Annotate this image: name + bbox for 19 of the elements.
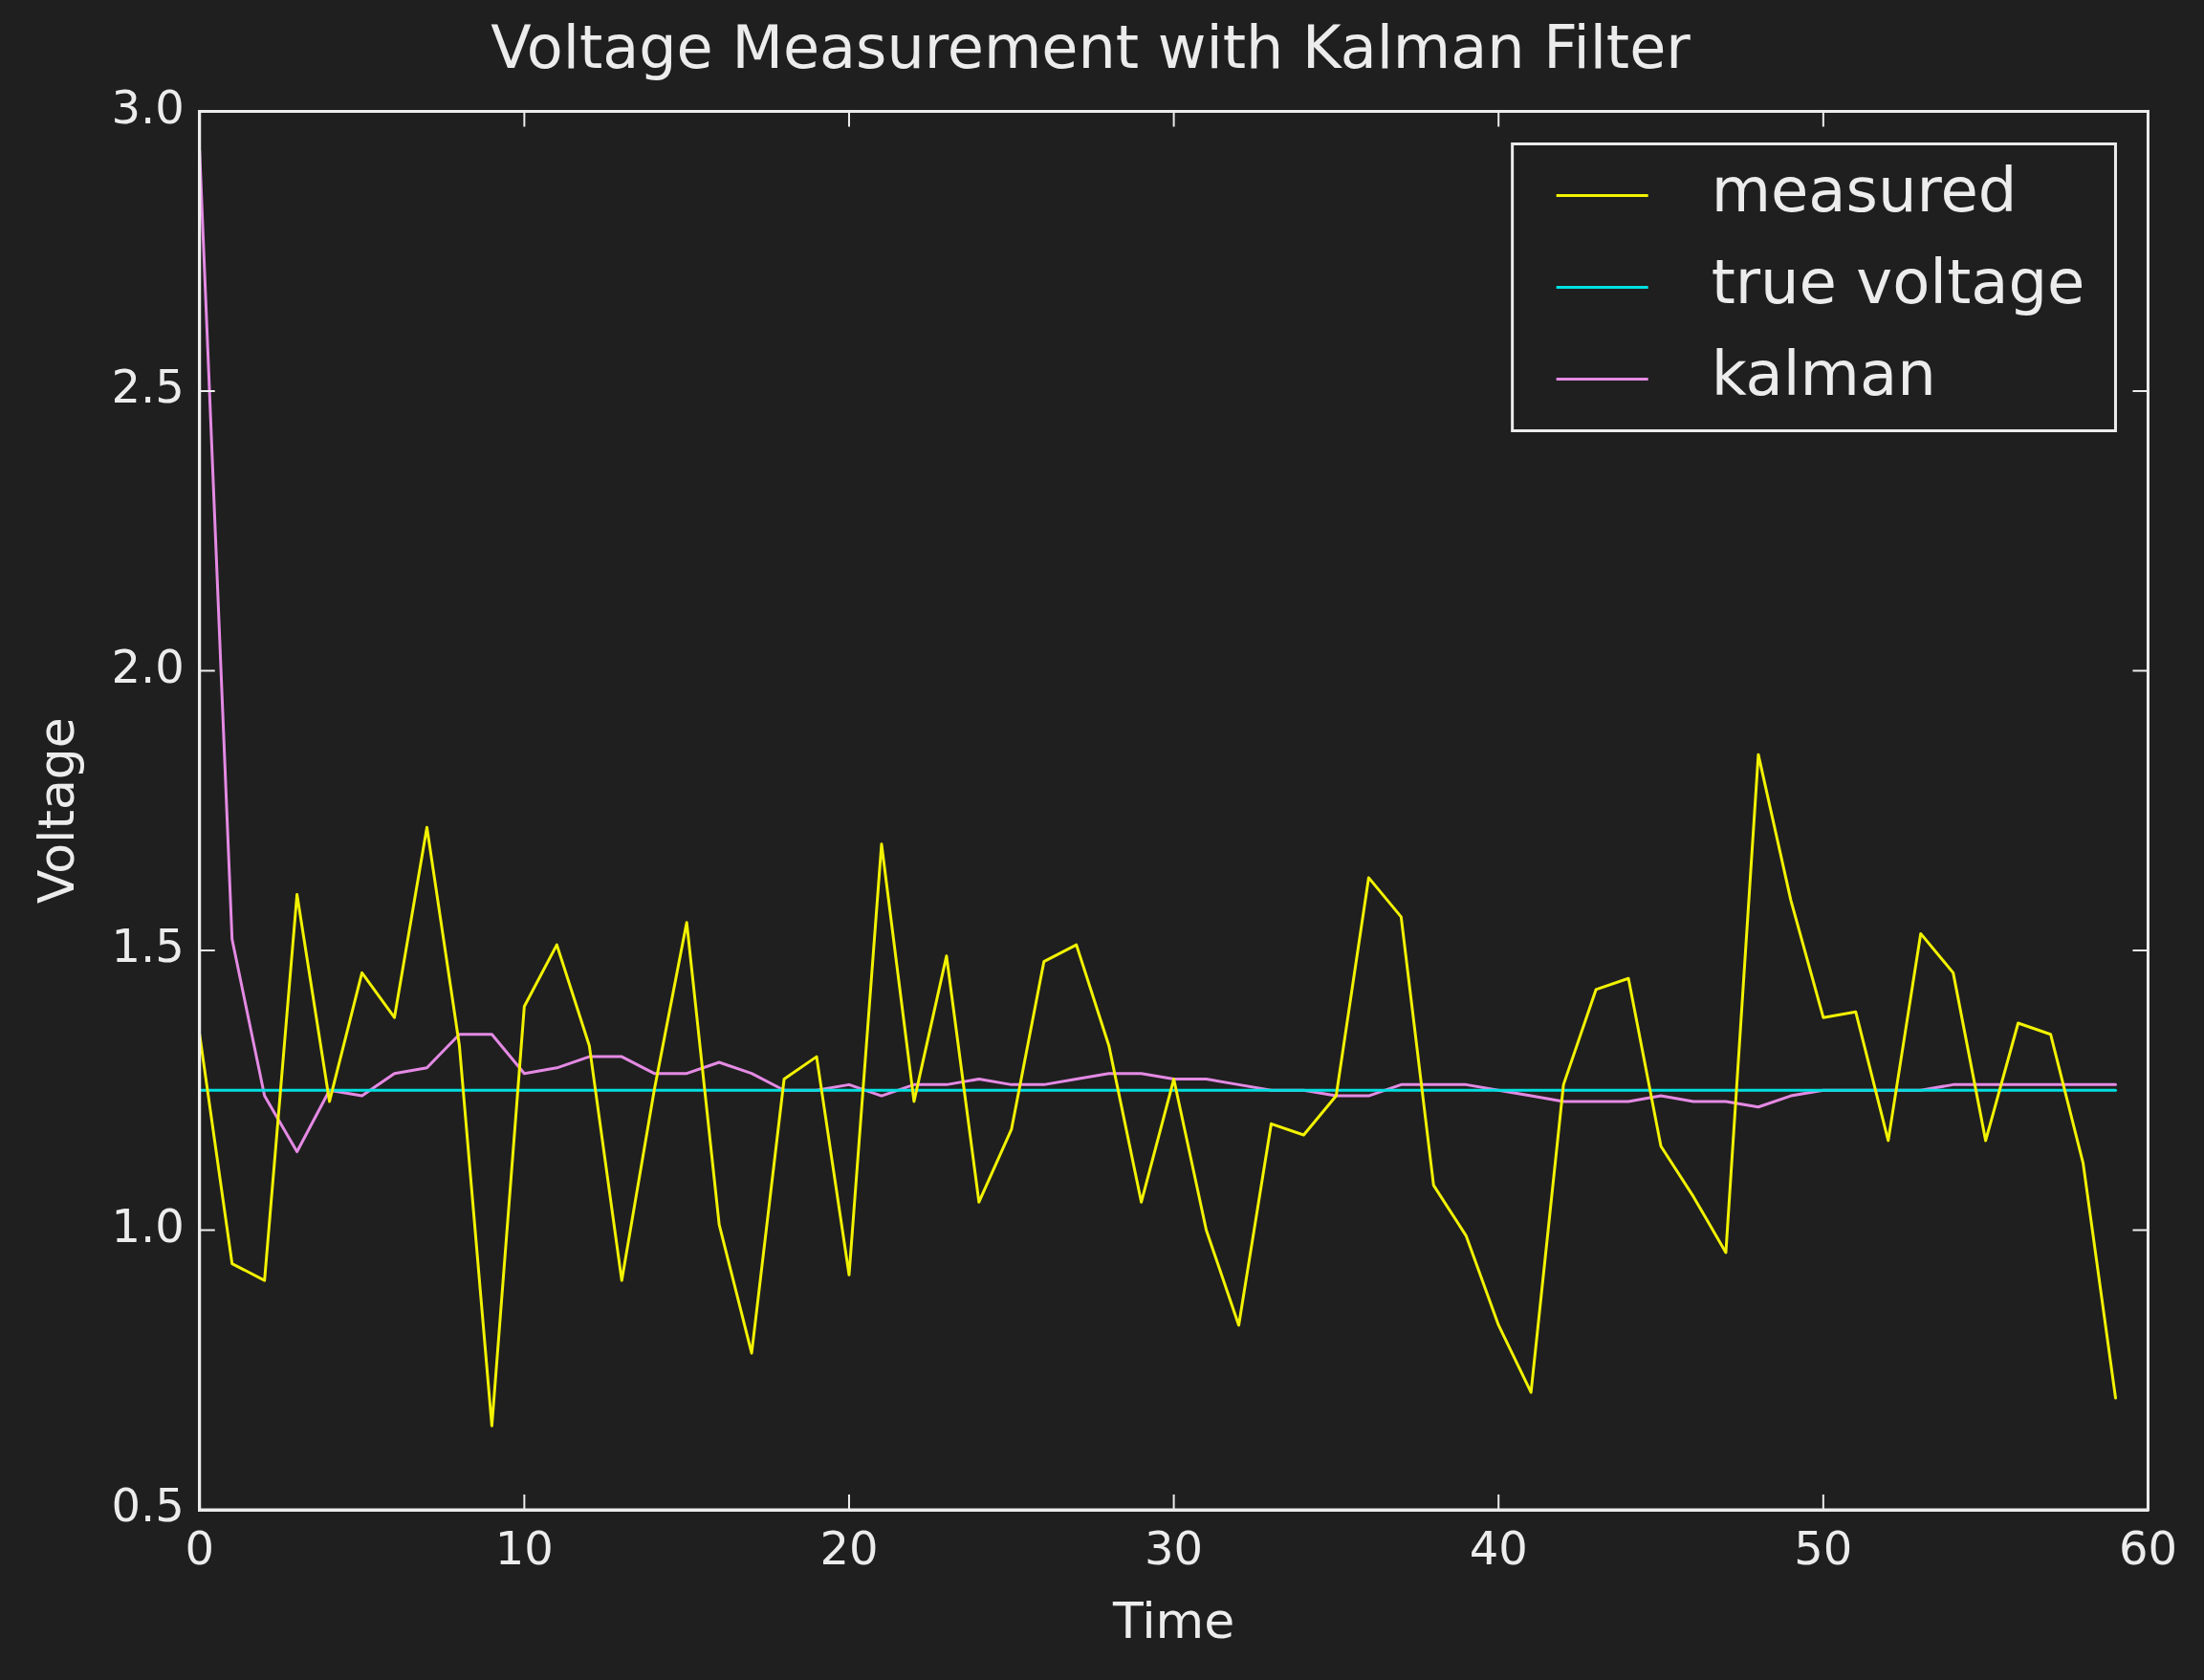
x-tick-label: 60 [2118,1521,2177,1576]
x-tick-label: 0 [185,1521,215,1576]
legend-label: true voltage [1711,247,2085,318]
y-tick-label: 1.5 [111,919,185,973]
x-axis-title: Time [1111,1592,1235,1650]
y-tick-label: 2.5 [111,360,185,414]
x-tick-label: 20 [819,1521,879,1576]
y-tick-label: 0.5 [111,1478,185,1533]
legend-label: kalman [1711,338,1936,410]
x-tick-label: 40 [1469,1521,1528,1576]
y-axis-title: Voltage [27,717,85,905]
chart-title: Voltage Measurement with Kalman Filter [491,12,1691,83]
legend-label: measured [1711,155,2018,227]
x-tick-label: 30 [1145,1521,1204,1576]
y-tick-label: 3.0 [111,79,185,134]
x-tick-label: 10 [494,1521,554,1576]
y-tick-label: 1.0 [111,1198,185,1253]
y-tick-label: 2.0 [111,639,185,693]
x-tick-label: 50 [1794,1521,1853,1576]
